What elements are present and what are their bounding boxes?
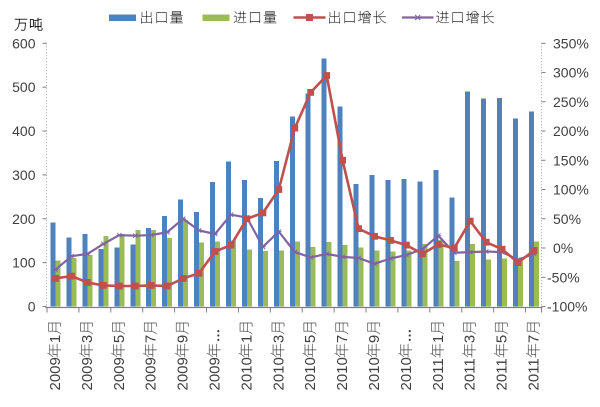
svg-text:2009: 2009 [207, 357, 224, 390]
svg-text:200%: 200% [553, 123, 589, 139]
svg-text:150%: 150% [553, 152, 589, 168]
svg-text:2009: 2009 [175, 357, 192, 390]
svg-text:300%: 300% [553, 65, 589, 81]
svg-text:2011: 2011 [462, 358, 479, 390]
svg-text:3: 3 [79, 335, 96, 343]
svg-text:2010: 2010 [398, 357, 415, 390]
svg-text:2010: 2010 [270, 357, 287, 390]
svg-text:7: 7 [143, 335, 160, 343]
svg-text:600: 600 [12, 35, 36, 51]
svg-text:5: 5 [302, 335, 319, 343]
svg-text:7: 7 [334, 335, 351, 343]
svg-text:-100%: -100% [547, 299, 587, 315]
svg-text:350%: 350% [553, 35, 589, 51]
svg-text:2009: 2009 [143, 357, 160, 390]
svg-text:1: 1 [238, 335, 255, 343]
svg-text:3: 3 [270, 335, 287, 343]
svg-text:500: 500 [12, 79, 36, 95]
svg-text:250%: 250% [553, 94, 589, 110]
svg-text:2009: 2009 [79, 357, 96, 390]
svg-text:7: 7 [526, 335, 543, 343]
svg-text:400: 400 [12, 123, 36, 139]
svg-text:2010: 2010 [238, 357, 255, 390]
svg-text:50%: 50% [553, 211, 581, 227]
svg-text:2010: 2010 [366, 357, 383, 390]
svg-text:1: 1 [47, 335, 64, 343]
svg-text:1: 1 [430, 335, 447, 343]
svg-text:2011: 2011 [494, 358, 511, 390]
svg-text:-50%: -50% [547, 269, 580, 285]
svg-text:100: 100 [12, 255, 36, 271]
svg-text:2011: 2011 [430, 358, 447, 390]
svg-text:0: 0 [28, 299, 36, 315]
svg-text:100%: 100% [553, 182, 589, 198]
svg-text:0%: 0% [553, 240, 573, 256]
svg-text:300: 300 [12, 167, 36, 183]
svg-text:2010: 2010 [302, 357, 319, 390]
svg-text:9: 9 [366, 335, 383, 343]
svg-text:5: 5 [494, 335, 511, 343]
svg-text:2010: 2010 [334, 357, 351, 390]
svg-text:2009: 2009 [111, 357, 128, 390]
svg-text:2009: 2009 [47, 357, 64, 390]
svg-text:9: 9 [175, 335, 192, 343]
svg-text:5: 5 [111, 335, 128, 343]
svg-text:200: 200 [12, 211, 36, 227]
svg-text:3: 3 [462, 335, 479, 343]
svg-text:2011: 2011 [526, 358, 543, 390]
